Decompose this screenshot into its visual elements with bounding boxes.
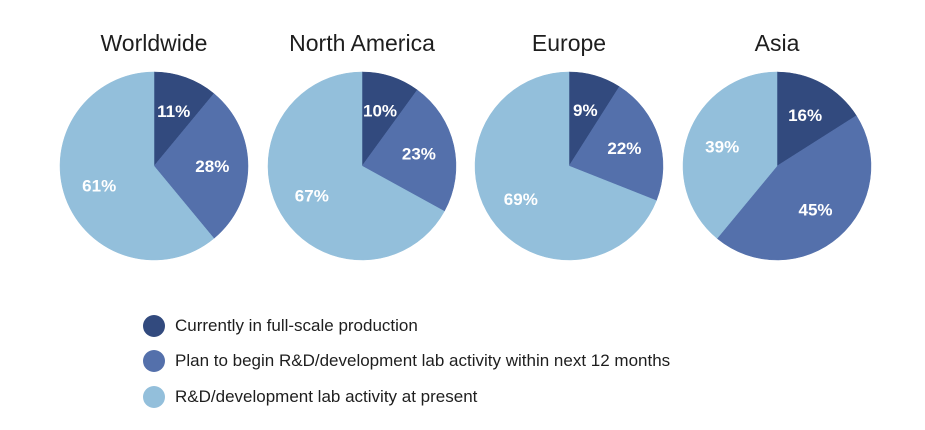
pie-slice-asia-production	[776, 71, 857, 167]
pie-slice-asia-plan	[716, 115, 872, 261]
pie-slice-north-america-plan	[361, 89, 457, 212]
legend-label-rnd: R&D/development lab activity at present	[175, 386, 478, 406]
legend-label-plan: Plan to begin R&D/development lab activi…	[175, 351, 671, 371]
pie-label-europe-production: 9%	[573, 101, 598, 120]
pie-asia: Asia 16% 45% 39%	[682, 30, 872, 261]
pie-label-asia-plan: 45%	[798, 201, 832, 220]
pie-slice-europe-plan	[568, 86, 664, 201]
pie-worldwide: Worldwide 11% 28% 61%	[59, 30, 249, 261]
legend-item-plan: Plan to begin R&D/development lab activi…	[143, 344, 670, 380]
pie-label-europe-plan: 22%	[607, 139, 641, 158]
legend-item-production: Currently in full-scale production	[143, 308, 670, 344]
pie-slice-europe-rnd	[474, 71, 657, 261]
legend: Currently in full-scale production Plan …	[143, 308, 670, 415]
pie-label-asia-production: 16%	[788, 106, 822, 125]
legend-swatch-production	[143, 314, 165, 337]
pie-title-worldwide: Worldwide	[101, 30, 208, 56]
legend-item-rnd: R&D/development lab activity at present	[143, 379, 670, 415]
pie-slice-worldwide-production	[153, 71, 215, 167]
legend-swatch-rnd	[143, 385, 165, 408]
pie-slice-worldwide-rnd	[59, 71, 215, 261]
pie-label-north-america-production: 10%	[363, 102, 397, 121]
pie-label-worldwide-production: 11%	[157, 102, 190, 121]
pie-title-asia: Asia	[755, 30, 800, 56]
legend-label-production: Currently in full-scale production	[175, 315, 418, 335]
pie-north-america: North America 10% 23% 67%	[267, 30, 457, 261]
pie-label-asia-rnd: 39%	[705, 137, 739, 156]
pie-europe: Europe 9% 22% 69%	[474, 30, 664, 261]
pie-slice-asia-rnd	[682, 71, 778, 239]
pie-title-north-america: North America	[289, 30, 435, 56]
pie-label-north-america-rnd: 67%	[295, 187, 329, 206]
pie-slice-worldwide-plan	[153, 93, 249, 239]
legend-swatch-plan	[143, 350, 165, 373]
pie-label-worldwide-rnd: 61%	[82, 177, 116, 196]
pie-label-worldwide-plan: 28%	[195, 157, 229, 176]
pie-label-europe-rnd: 69%	[504, 190, 538, 209]
pie-label-north-america-plan: 23%	[402, 144, 436, 163]
pie-slice-north-america-rnd	[267, 71, 445, 261]
pie-title-europe: Europe	[532, 30, 606, 56]
